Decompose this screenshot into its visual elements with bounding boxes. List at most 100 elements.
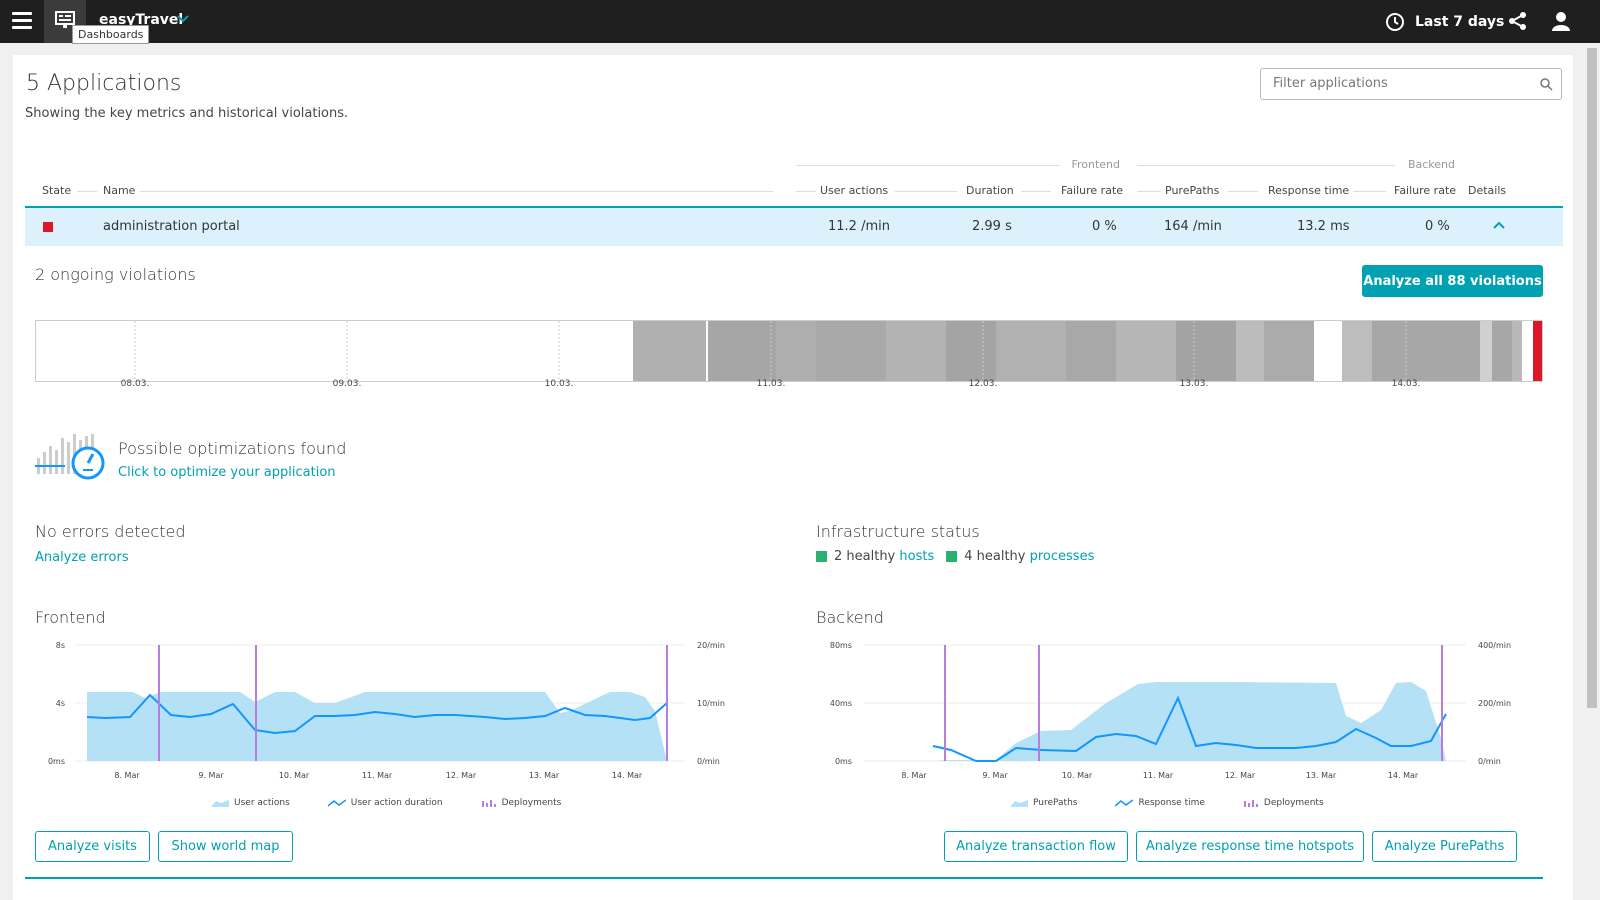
legend-label: Deployments [501, 798, 562, 808]
backend-legend: PurePaths Response time Deployments [1010, 798, 1362, 808]
filter-input[interactable] [1261, 69, 1521, 98]
violations-ticks: 08.03. 09.03. 10.03. 11.03. 12.03. 13.03… [35, 379, 1543, 393]
tick-label: 10.03. [544, 379, 574, 389]
chevron-down-icon[interactable] [176, 14, 190, 24]
col-details: Details [1468, 184, 1507, 197]
legend-item[interactable]: PurePaths [1010, 798, 1077, 808]
legend-item[interactable]: User action duration [327, 798, 443, 808]
x-axis-label: 9. Mar [198, 771, 224, 780]
user-icon[interactable] [1552, 11, 1570, 31]
x-axis-label: 11. Mar [1143, 771, 1174, 780]
show-world-map-button[interactable]: Show world map [158, 831, 293, 862]
analyze-violations-button[interactable]: Analyze all 88 violations [1362, 265, 1543, 297]
app-selector[interactable]: easyTravel [99, 12, 184, 28]
line-legend-icon [327, 799, 346, 807]
table-row[interactable]: administration portal 11.2 /min 2.99 s 0… [25, 206, 1563, 246]
analyze-purepaths-button[interactable]: Analyze PurePaths [1372, 831, 1517, 862]
legend-label: User actions [234, 798, 290, 808]
analyze-errors-link[interactable]: Analyze errors [35, 550, 129, 565]
hosts-count: 2 healthy [834, 549, 896, 564]
legend-item[interactable]: User actions [211, 798, 290, 808]
header-rule [796, 191, 816, 192]
page-title: 5 Applications [26, 71, 182, 96]
deployments-legend-icon [481, 800, 496, 807]
dashboard-icon [55, 11, 75, 28]
col-backend-failure-rate[interactable]: Failure rate [1394, 184, 1457, 197]
legend-item[interactable]: Deployments [481, 798, 562, 808]
col-response-time[interactable]: Response time [1268, 184, 1350, 197]
row-response-time: 13.2 ms [1297, 219, 1350, 234]
y-axis-label: 400/min [1478, 641, 1511, 650]
next-row-divider [25, 877, 1543, 879]
hosts-link[interactable]: hosts [899, 549, 935, 564]
x-axis-label: 13. Mar [529, 771, 560, 780]
optimization-title: Possible optimizations found [118, 439, 347, 458]
processes-link[interactable]: processes [1029, 549, 1095, 564]
filter-box [1260, 68, 1562, 100]
tick-label: 14.03. [1391, 379, 1421, 389]
tick-label: 09.03. [332, 379, 362, 389]
table-header: Frontend Backend State Name User actions… [25, 152, 1563, 204]
infrastructure-title: Infrastructure status [816, 522, 980, 541]
legend-label: Deployments [1263, 798, 1324, 808]
y-axis-label: 40ms [830, 699, 852, 708]
header-rule [140, 191, 773, 192]
legend-item[interactable]: Response time [1115, 798, 1205, 808]
tick-label: 12.03. [968, 379, 998, 389]
row-name[interactable]: administration portal [103, 219, 240, 234]
group-frontend: Frontend [1071, 158, 1120, 171]
infrastructure-status: 2 healthy hosts 4 healthy processes [816, 549, 1094, 564]
y-axis-label: 10/min [697, 699, 725, 708]
backend-chart[interactable]: 80ms 40ms 0ms 400/min 200/min 0/min 8. M… [816, 635, 1556, 785]
y-axis-label: 8s [56, 641, 65, 650]
frontend-legend: User actions User action duration Deploy… [211, 798, 599, 808]
header-rule [1137, 191, 1161, 192]
legend-label: User action duration [350, 798, 443, 808]
header-rule [1228, 191, 1258, 192]
optimize-link[interactable]: Click to optimize your application [118, 465, 336, 480]
group-backend: Backend [1407, 158, 1455, 171]
x-axis-label: 9. Mar [982, 771, 1008, 780]
frontend-title: Frontend [35, 608, 106, 627]
deployments-legend-icon [1243, 800, 1258, 807]
legend-item[interactable]: Deployments [1243, 798, 1324, 808]
processes-count: 4 healthy [964, 549, 1026, 564]
tick-label: 13.03. [1179, 379, 1209, 389]
col-purepaths[interactable]: PurePaths [1165, 184, 1220, 197]
clock-icon [1386, 12, 1404, 31]
search-icon[interactable] [1540, 78, 1553, 91]
x-axis-label: 10. Mar [1062, 771, 1093, 780]
analyze-response-time-hotspots-button[interactable]: Analyze response time hotspots [1136, 831, 1364, 862]
legend-label: Response time [1138, 798, 1205, 808]
menu-icon[interactable] [12, 12, 32, 30]
analyze-visits-button[interactable]: Analyze visits [35, 831, 150, 862]
chevron-up-icon[interactable] [1492, 220, 1506, 230]
row-purepaths: 164 /min [1164, 219, 1222, 234]
x-axis-label: 8. Mar [901, 771, 927, 780]
tick-label: 11.03. [756, 379, 786, 389]
scroll-thumb[interactable] [1587, 48, 1597, 708]
share-icon[interactable] [1508, 11, 1528, 31]
x-axis-label: 12. Mar [1225, 771, 1256, 780]
dashboard-button[interactable] [44, 0, 86, 43]
y-axis-label: 80ms [830, 641, 852, 650]
tick-label: 08.03. [120, 379, 150, 389]
col-frontend-failure-rate[interactable]: Failure rate [1061, 184, 1124, 197]
col-state[interactable]: State [42, 184, 72, 197]
col-name[interactable]: Name [103, 184, 136, 197]
backend-title: Backend [816, 608, 884, 627]
x-axis-label: 8. Mar [114, 771, 140, 780]
timeframe-label: Last 7 days [1415, 13, 1505, 30]
frontend-chart[interactable]: 8s 4s 0ms 20/min 10/min 0/min 8. Mar 9. … [35, 635, 755, 785]
errors-title: No errors detected [35, 522, 186, 541]
row-backend-failure-rate: 0 % [1425, 219, 1450, 234]
healthy-status-icon [946, 551, 958, 562]
y-axis-label: 0ms [48, 757, 65, 766]
col-duration[interactable]: Duration [966, 184, 1014, 197]
col-user-actions[interactable]: User actions [820, 184, 889, 197]
y-axis-label: 0/min [1478, 757, 1501, 766]
analyze-transaction-flow-button[interactable]: Analyze transaction flow [944, 831, 1128, 862]
timeframe-selector[interactable]: Last 7 days [1385, 0, 1504, 43]
violations-timeline[interactable] [35, 320, 1543, 382]
scrollbar[interactable] [1584, 43, 1600, 900]
